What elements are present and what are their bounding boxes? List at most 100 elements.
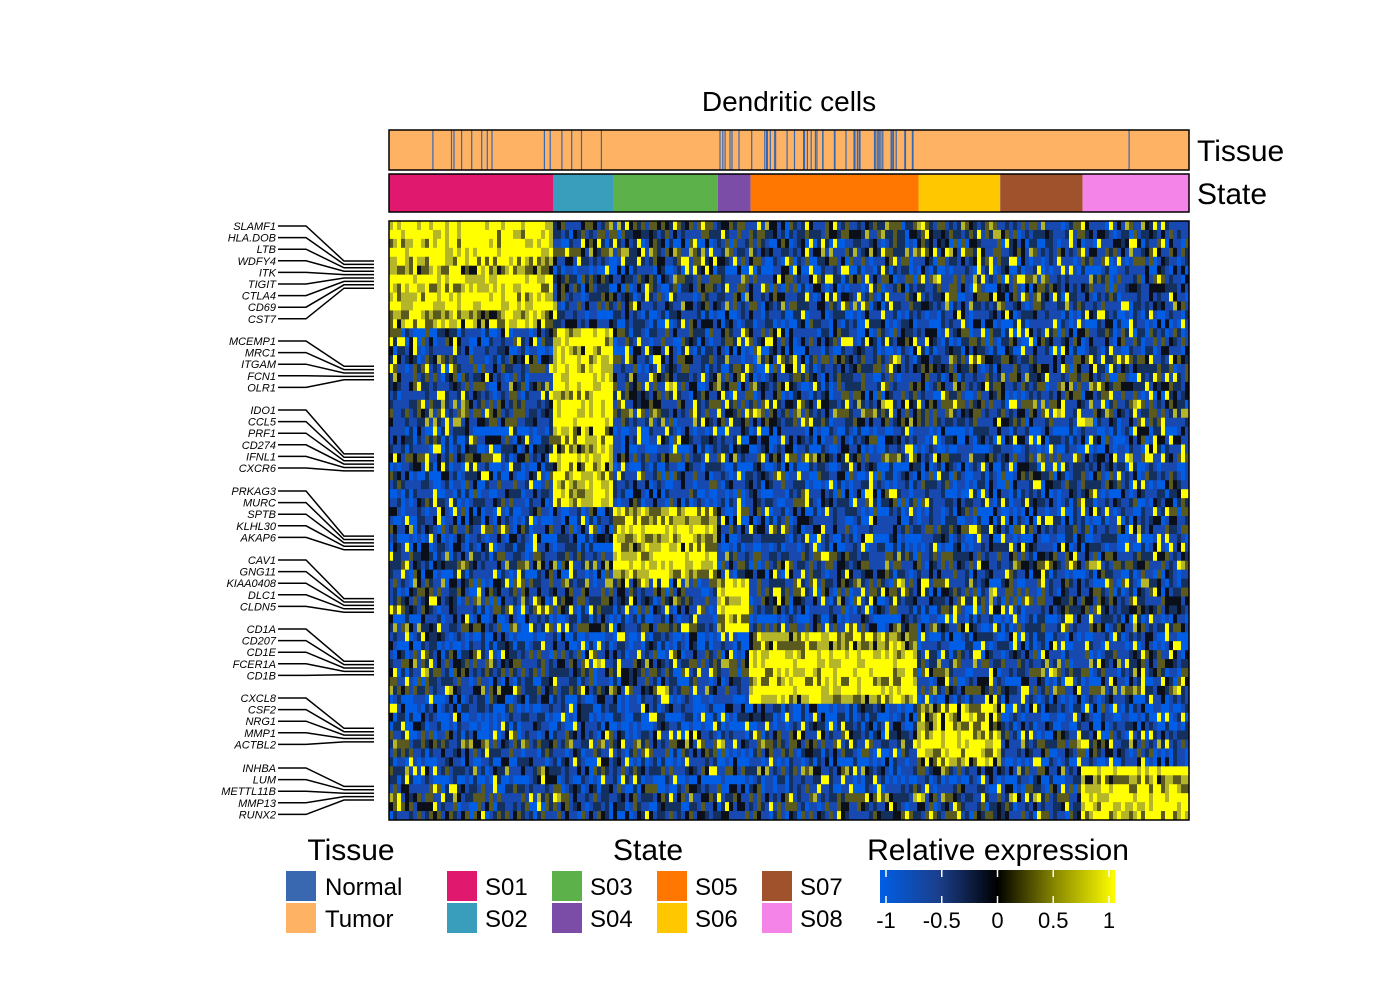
heatmap-cell bbox=[501, 319, 505, 329]
heatmap-cell bbox=[765, 256, 769, 267]
heatmap-cell bbox=[565, 390, 569, 401]
heatmap-cell bbox=[497, 292, 501, 302]
heatmap-cell bbox=[1009, 310, 1013, 320]
heatmap-cell bbox=[525, 408, 529, 419]
heatmap-cell bbox=[521, 221, 525, 231]
heatmap-cell bbox=[909, 381, 913, 392]
heatmap-cell bbox=[445, 221, 449, 231]
heatmap-cell bbox=[917, 274, 921, 284]
heatmap-cell bbox=[1001, 426, 1005, 436]
heatmap-cell bbox=[1145, 247, 1149, 258]
heatmap-cell bbox=[409, 221, 413, 231]
heatmap-cell bbox=[401, 337, 405, 347]
heatmap-cell bbox=[693, 274, 697, 284]
heatmap-cell bbox=[817, 417, 821, 428]
heatmap-cell bbox=[737, 301, 741, 311]
heatmap-cell bbox=[505, 426, 509, 436]
heatmap-cell bbox=[1073, 283, 1077, 293]
heatmap-cell bbox=[905, 426, 909, 436]
heatmap-cell bbox=[401, 221, 405, 231]
heatmap-cell bbox=[821, 328, 825, 338]
heatmap-cell bbox=[1109, 372, 1113, 383]
heatmap-cell bbox=[973, 372, 977, 383]
heatmap-cell bbox=[553, 417, 557, 428]
heatmap-cell bbox=[1153, 408, 1157, 419]
heatmap-cell bbox=[1013, 247, 1017, 258]
heatmap-cell bbox=[1017, 310, 1021, 320]
heatmap-cell bbox=[625, 381, 629, 392]
heatmap-cell bbox=[1021, 319, 1025, 329]
heatmap-cell bbox=[1049, 221, 1053, 231]
heatmap-cell bbox=[1081, 346, 1085, 356]
heatmap-cell bbox=[1113, 417, 1117, 428]
heatmap-cell bbox=[945, 364, 949, 374]
heatmap-cell bbox=[721, 274, 725, 284]
heatmap-cell bbox=[537, 337, 541, 347]
heatmap-cell bbox=[941, 417, 945, 428]
heatmap-cell bbox=[721, 292, 725, 302]
heatmap-cell bbox=[581, 355, 585, 365]
heatmap-cell bbox=[389, 238, 393, 249]
heatmap-cell bbox=[593, 381, 597, 392]
heatmap-cell bbox=[1181, 238, 1185, 249]
heatmap-cell bbox=[629, 319, 633, 329]
heatmap-cell bbox=[629, 435, 633, 445]
heatmap-cell bbox=[417, 372, 421, 383]
heatmap-cell bbox=[585, 238, 589, 249]
heatmap-cell bbox=[669, 301, 673, 311]
heatmap-cell bbox=[689, 319, 693, 329]
heatmap-cell bbox=[1013, 274, 1017, 284]
heatmap-cell bbox=[425, 337, 429, 347]
heatmap-cell bbox=[445, 408, 449, 419]
heatmap-cell bbox=[445, 283, 449, 293]
heatmap-cell bbox=[521, 435, 525, 445]
heatmap-cell bbox=[1133, 417, 1137, 428]
heatmap-cell bbox=[1045, 221, 1049, 231]
heatmap-cell bbox=[1121, 274, 1125, 284]
heatmap-cell bbox=[785, 229, 789, 240]
heatmap-cell bbox=[737, 247, 741, 258]
heatmap-cell bbox=[853, 426, 857, 436]
heatmap-cell bbox=[749, 328, 753, 338]
heatmap-cell bbox=[745, 310, 749, 320]
heatmap-cell bbox=[977, 283, 981, 293]
heatmap-cell bbox=[433, 319, 437, 329]
heatmap-cell bbox=[489, 328, 493, 338]
heatmap-cell bbox=[1177, 229, 1181, 240]
heatmap-cell bbox=[853, 283, 857, 293]
heatmap-cell bbox=[525, 328, 529, 338]
heatmap-cell bbox=[865, 399, 869, 410]
heatmap-cell bbox=[521, 337, 525, 347]
heatmap-cell bbox=[741, 256, 745, 267]
heatmap-cell bbox=[489, 426, 493, 436]
heatmap-cell bbox=[745, 221, 749, 231]
heatmap-cell bbox=[953, 247, 957, 258]
heatmap-cell bbox=[769, 346, 773, 356]
heatmap-cell bbox=[1185, 283, 1189, 293]
heatmap-cell bbox=[633, 355, 637, 365]
heatmap-cell bbox=[617, 390, 621, 401]
heatmap-cell bbox=[513, 435, 517, 445]
heatmap-cell bbox=[1121, 265, 1125, 276]
heatmap-cell bbox=[929, 319, 933, 329]
heatmap-cell bbox=[545, 372, 549, 383]
heatmap-cell bbox=[617, 346, 621, 356]
heatmap-cell bbox=[677, 426, 681, 436]
heatmap-cell bbox=[541, 256, 545, 267]
heatmap-cell bbox=[785, 328, 789, 338]
heatmap-cell bbox=[1113, 283, 1117, 293]
heatmap-cell bbox=[1029, 319, 1033, 329]
heatmap-cell bbox=[1057, 390, 1061, 401]
heatmap-cell bbox=[401, 417, 405, 428]
heatmap-cell bbox=[949, 319, 953, 329]
heatmap-cell bbox=[1041, 274, 1045, 284]
heatmap-cell bbox=[1097, 247, 1101, 258]
heatmap-cell bbox=[413, 426, 417, 436]
heatmap-cell bbox=[901, 417, 905, 428]
heatmap-cell bbox=[741, 274, 745, 284]
heatmap-cell bbox=[1145, 283, 1149, 293]
heatmap-cell bbox=[1141, 408, 1145, 419]
heatmap-cell bbox=[917, 292, 921, 302]
heatmap-cell bbox=[941, 408, 945, 419]
heatmap-cell bbox=[857, 319, 861, 329]
